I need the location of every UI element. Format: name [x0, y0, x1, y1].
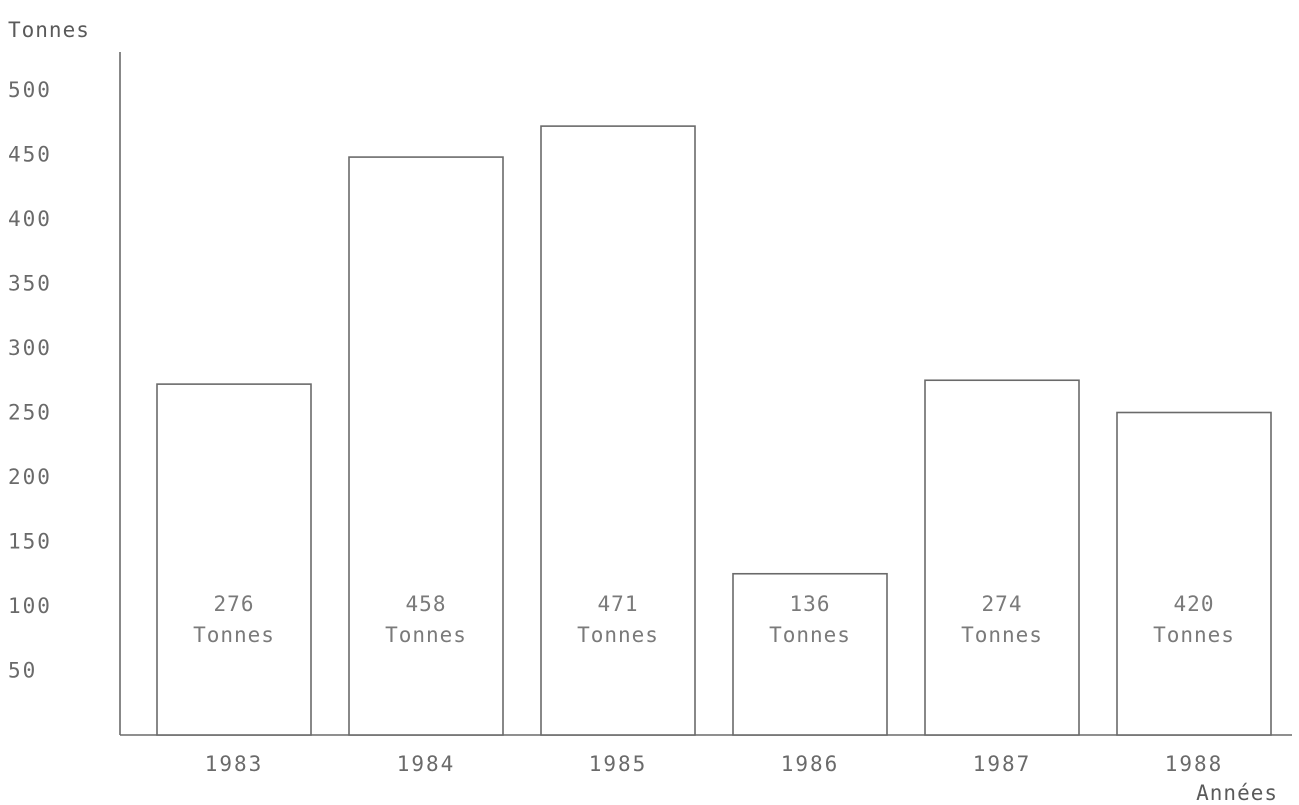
bar — [1116, 411, 1272, 736]
y-tick-label: 350 — [8, 272, 52, 296]
x-tick-label: 1985 — [589, 752, 648, 776]
x-tick-label: 1988 — [1165, 752, 1224, 776]
x-tick-label: 1983 — [205, 752, 264, 776]
x-tick-label: 1987 — [973, 752, 1032, 776]
bar-unit-label: Tonnes — [769, 623, 851, 647]
bar-unit-label: Tonnes — [1153, 623, 1235, 647]
bar-unit-label: Tonnes — [193, 623, 275, 647]
y-axis-title: Tonnes — [8, 18, 90, 42]
bar — [348, 156, 504, 736]
x-tick-label: 1984 — [397, 752, 456, 776]
bar-value-label: 136 — [790, 592, 831, 616]
x-tick-labels: 1983 1984 1985 1986 1987 1988 — [205, 752, 1224, 776]
bar — [156, 383, 312, 736]
bar-unit-label: Tonnes — [385, 623, 467, 647]
x-tick-label: 1986 — [781, 752, 840, 776]
bar-unit-label: Tonnes — [577, 623, 659, 647]
bar — [924, 379, 1080, 736]
y-tick-labels: 50 100 150 200 250 300 350 400 450 500 — [8, 78, 52, 683]
bar-value-label: 458 — [406, 592, 447, 616]
y-tick-label: 300 — [8, 336, 52, 360]
bar-unit-label: Tonnes — [961, 623, 1043, 647]
y-tick-label: 450 — [8, 143, 52, 167]
y-tick-label: 50 — [8, 659, 37, 683]
y-tick-label: 200 — [8, 465, 52, 489]
x-axis-title: Années — [1196, 781, 1278, 805]
bars: 276 Tonnes 458 Tonnes 471 Tonnes 136 Tonnes 274 T… — [156, 125, 1272, 736]
y-tick-label: 250 — [8, 401, 52, 425]
bar — [732, 572, 888, 736]
y-tick-label: 150 — [8, 530, 52, 554]
y-tick-label: 400 — [8, 207, 52, 231]
bar-value-label: 420 — [1174, 592, 1215, 616]
bar-value-label: 471 — [598, 592, 639, 616]
bar — [540, 125, 696, 736]
bar-value-label: 274 — [982, 592, 1023, 616]
bar-value-label: 276 — [214, 592, 255, 616]
y-tick-label: 500 — [8, 78, 52, 102]
y-tick-label: 100 — [8, 594, 52, 618]
